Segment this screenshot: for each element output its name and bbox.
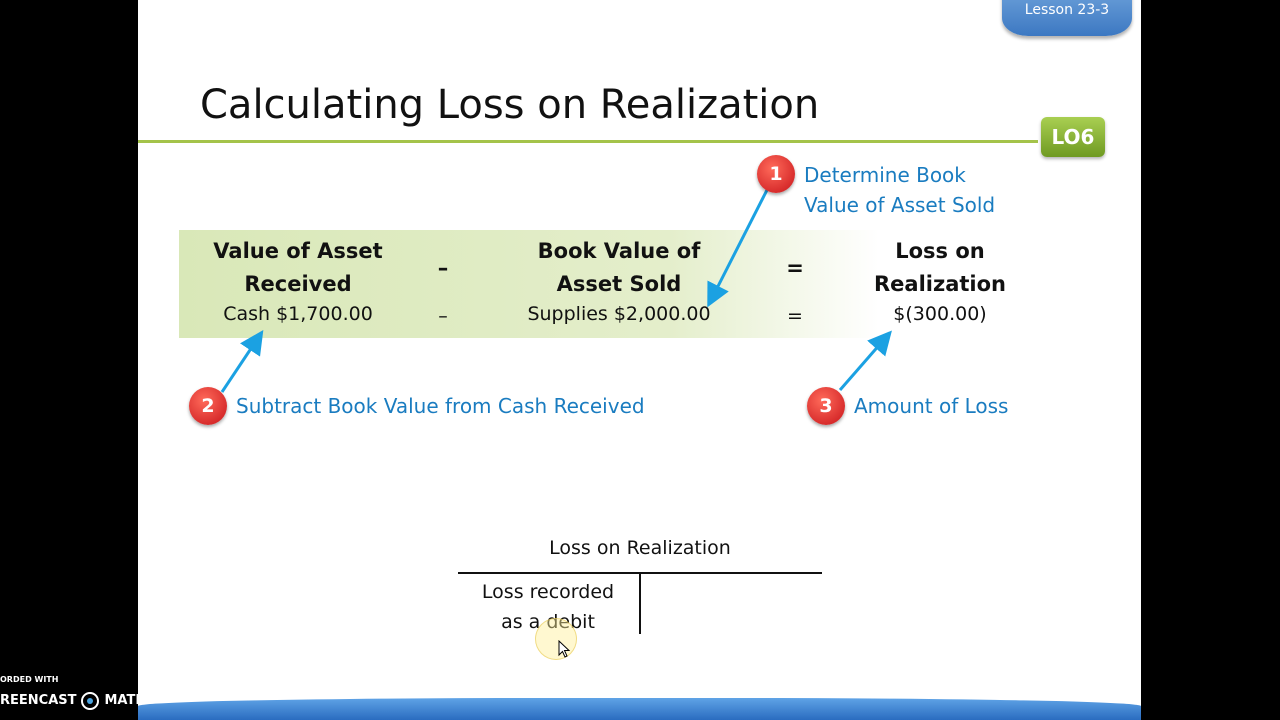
- arrow-step-2: [220, 330, 264, 393]
- equation-col-value-received: Value of Asset Received Cash $1,700.00: [188, 235, 408, 325]
- step-3-note: Amount of Loss: [854, 394, 1009, 418]
- screencast-logo-icon: [81, 692, 100, 710]
- supplies-value: Supplies $2,000.00: [527, 303, 711, 325]
- callout-arrows: [220, 187, 892, 393]
- step-1-note: Determine Book Value of Asset Sold: [804, 160, 995, 220]
- step-3-badge: 3: [807, 387, 845, 425]
- step-2-badge: 2: [189, 387, 227, 425]
- header-line: Loss on: [895, 239, 985, 263]
- equals-sign: =: [786, 256, 804, 280]
- equation-col-loss: Loss on Realization $(300.00): [850, 235, 1030, 325]
- t-account-horizontal-line: [458, 572, 822, 574]
- slide: Lesson 23-3 Calculating Loss on Realizat…: [138, 0, 1141, 720]
- step-1-badge: 1: [757, 155, 795, 193]
- t-account-title: Loss on Realization: [549, 537, 731, 559]
- header-line: Asset Sold: [556, 272, 682, 296]
- cash-value: Cash $1,700.00: [223, 303, 373, 325]
- header-line: Value of Asset: [213, 239, 383, 263]
- minus-sign: –: [438, 305, 448, 327]
- t-account-vertical-line: [639, 574, 641, 634]
- header-line: Received: [244, 272, 352, 296]
- equals-sign: =: [787, 305, 803, 327]
- step-2-note: Subtract Book Value from Cash Received: [236, 394, 645, 418]
- loss-value: $(300.00): [893, 303, 987, 325]
- footer-bar: [138, 698, 1141, 720]
- minus-sign: –: [437, 256, 449, 280]
- watermark-text: REENCAST: [0, 692, 77, 708]
- watermark-text: MATIC: [104, 692, 150, 708]
- arrow-step-3: [838, 330, 892, 391]
- screencast-watermark: REENCAST MATIC: [0, 692, 150, 710]
- equation-col-book-value: Book Value of Asset Sold Supplies $2,000…: [504, 235, 734, 325]
- header-line: Realization: [874, 272, 1006, 296]
- title-divider: [138, 140, 1038, 143]
- header-line: Book Value of: [537, 239, 701, 263]
- slide-title: Calculating Loss on Realization: [200, 82, 820, 128]
- lesson-tab: Lesson 23-3: [1002, 0, 1132, 36]
- objective-badge: LO6: [1041, 117, 1105, 157]
- watermark-line: ORDED WITH: [0, 675, 59, 684]
- debit-line: Loss recorded: [481, 581, 615, 603]
- note-line: Determine Book: [804, 163, 966, 187]
- cursor-highlight: [535, 618, 577, 660]
- equation-band: [179, 230, 879, 338]
- arrow-step-1: [707, 187, 770, 308]
- note-line: Value of Asset Sold: [804, 193, 996, 217]
- mouse-cursor-icon: [558, 640, 570, 658]
